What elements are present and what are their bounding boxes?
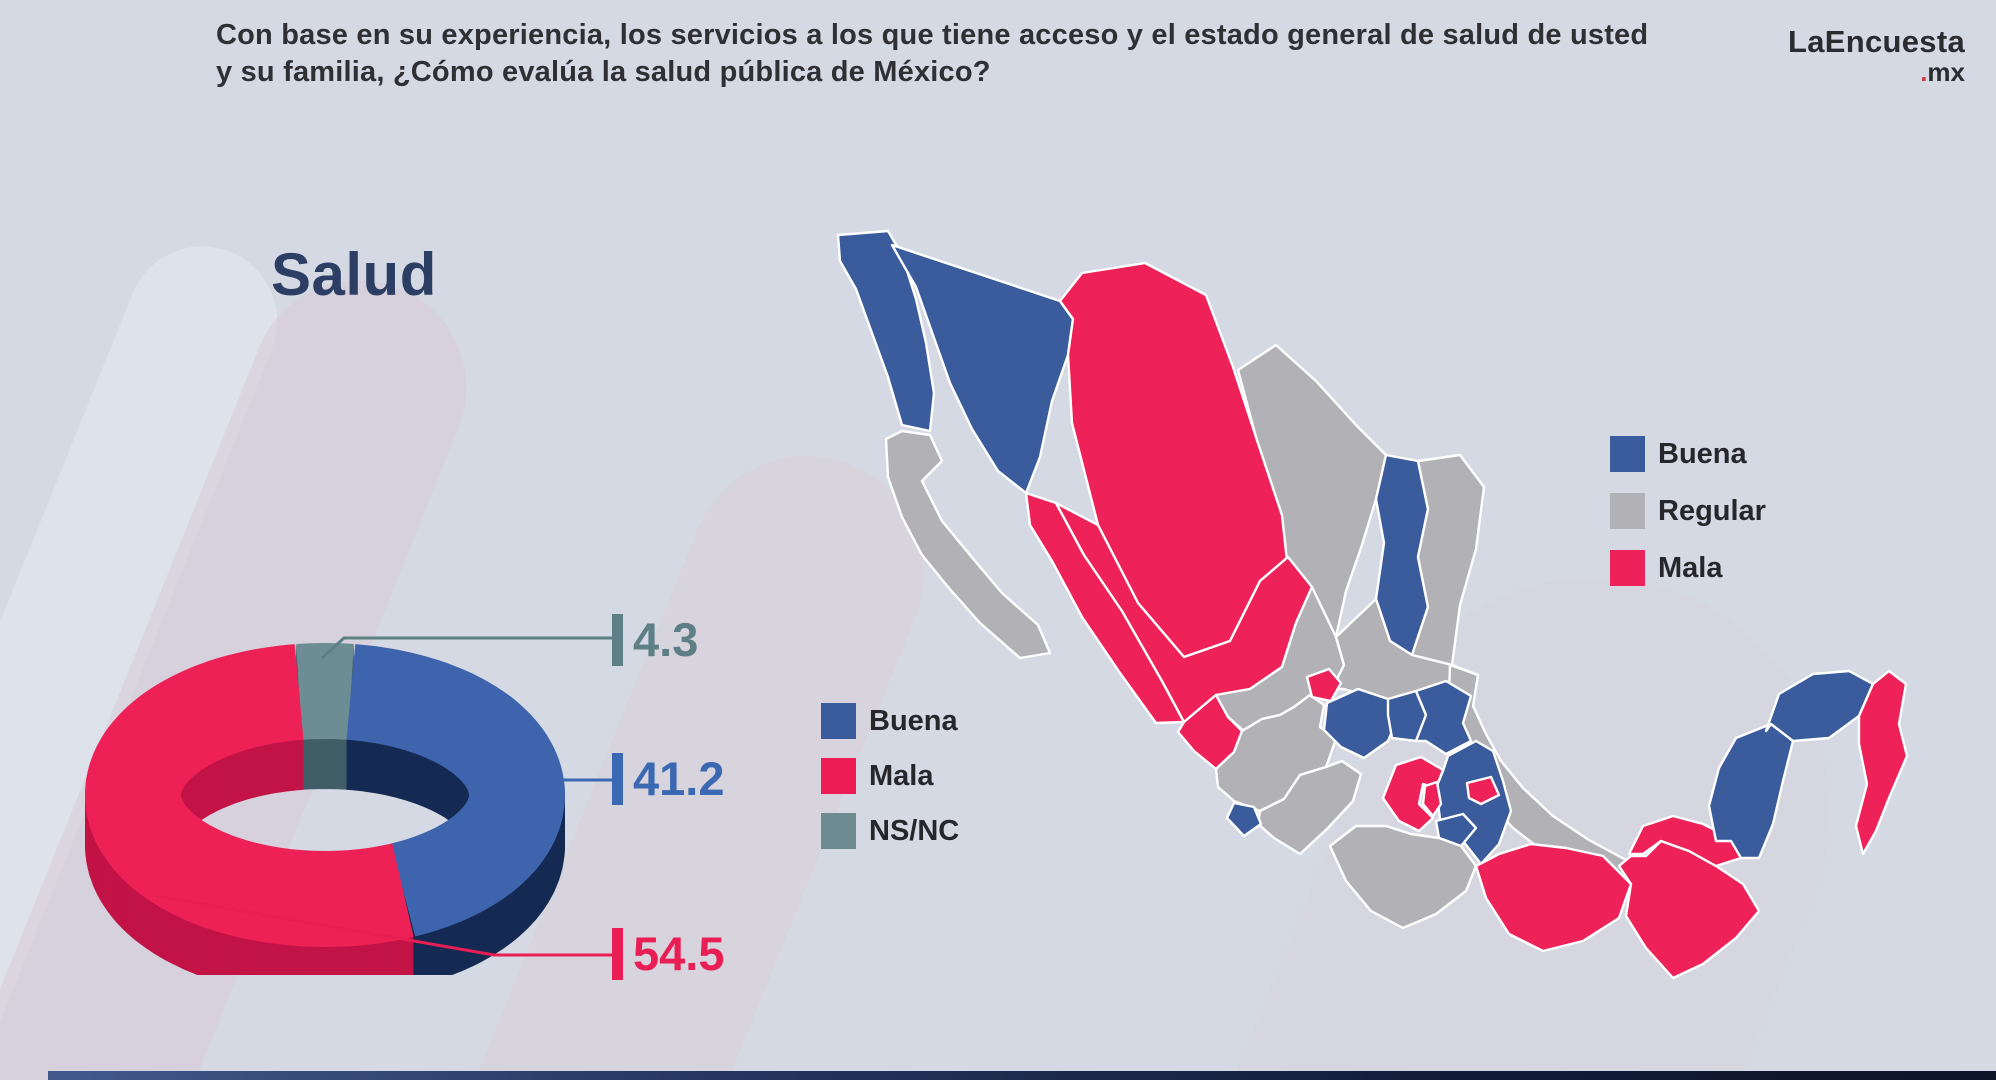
donut-segment-Buena [346,644,565,937]
map-state-michoacán: Michoacán: Regular [1256,759,1363,856]
bottom-accent-bar [48,1071,1996,1080]
legend-swatch-buena [821,703,856,739]
map-state-baja-california-sur: Baja California Sur: Regular [884,429,1052,660]
legend-item-mala: Mala [821,758,959,794]
legend-label-buena: Buena [869,704,958,737]
survey-question-line2: y su familia, ¿Cómo evalúa la salud públ… [216,56,991,88]
map-legend-item-buena: Buena [1610,436,1766,472]
map-legend: Buena Regular Mala [1610,436,1766,607]
map-state-chiapas: Chiapas: Mala [1617,839,1761,980]
brand-logo: LaEncuesta .mx [1788,26,1965,85]
donut-chart [85,642,565,975]
value-buena: 41.2 [633,752,725,805]
map-legend-label-mala: Mala [1658,551,1723,584]
logo-tld: mx [1927,57,1965,87]
logo-wordmark: LaEncuesta [1787,24,1965,59]
donut-legend: Buena Mala NS/NC [821,703,959,868]
map-legend-swatch-regular [1610,493,1645,529]
map-state-coahuila: Coahuila: Regular [1236,343,1388,647]
legend-label-mala: Mala [869,759,934,792]
map-state-quintana-roo: Quintana Roo: Mala [1854,669,1909,856]
map-legend-item-regular: Regular [1610,493,1766,529]
legend-swatch-nsnc [821,813,856,849]
donut-segment-NS/NC [296,642,354,740]
tick-nsnc [612,614,623,666]
legend-swatch-mala [821,758,856,794]
map-state-colima: Colima: Buena [1225,801,1263,838]
value-mala: 54.5 [633,927,725,980]
mexico-choropleth-map: Baja California: BuenaBaja California Su… [836,229,1909,980]
survey-question-line1: Con base en su experiencia, los servicio… [216,19,1649,51]
map-legend-label-regular: Regular [1658,494,1766,527]
map-legend-item-mala: Mala [1610,550,1766,586]
legend-item-buena: Buena [821,703,959,739]
map-legend-swatch-mala [1610,550,1645,586]
map-state-morelos: Morelos: Buena [1434,812,1478,848]
legend-label-nsnc: NS/NC [869,814,960,847]
map-state-ciudad-de-méxico: Ciudad de México: Mala [1421,780,1443,818]
map-state-campeche: Campeche: Buena [1707,722,1795,860]
map-state-guanajuato: Guanajuato: Buena [1322,687,1401,760]
map-state-oaxaca: Oaxaca: Mala [1474,842,1633,953]
map-state-yucatán: Yucatán: Buena [1764,669,1875,743]
map-legend-swatch-buena [1610,436,1645,472]
legend-item-nsnc: NS/NC [821,813,959,849]
map-state-tlaxcala: Tlaxcala: Mala [1465,775,1501,806]
logo-dot: . [1920,57,1928,87]
value-nsnc: 4.3 [633,613,699,666]
map-state-estado-de-méxico: Estado de México: Mala [1381,755,1445,833]
logo-domain: .mx [1788,59,1965,85]
map-state-aguascalientes: Aguascalientes: Mala [1305,667,1343,703]
map-state-hidalgo: Hidalgo: Buena [1414,679,1473,756]
map-legend-label-buena: Buena [1658,437,1747,470]
map-state-tamaulipas: Tamaulipas: Regular [1410,453,1486,667]
survey-question: Con base en su experiencia, los servicio… [216,17,1648,91]
chart-title: Salud [271,241,437,308]
